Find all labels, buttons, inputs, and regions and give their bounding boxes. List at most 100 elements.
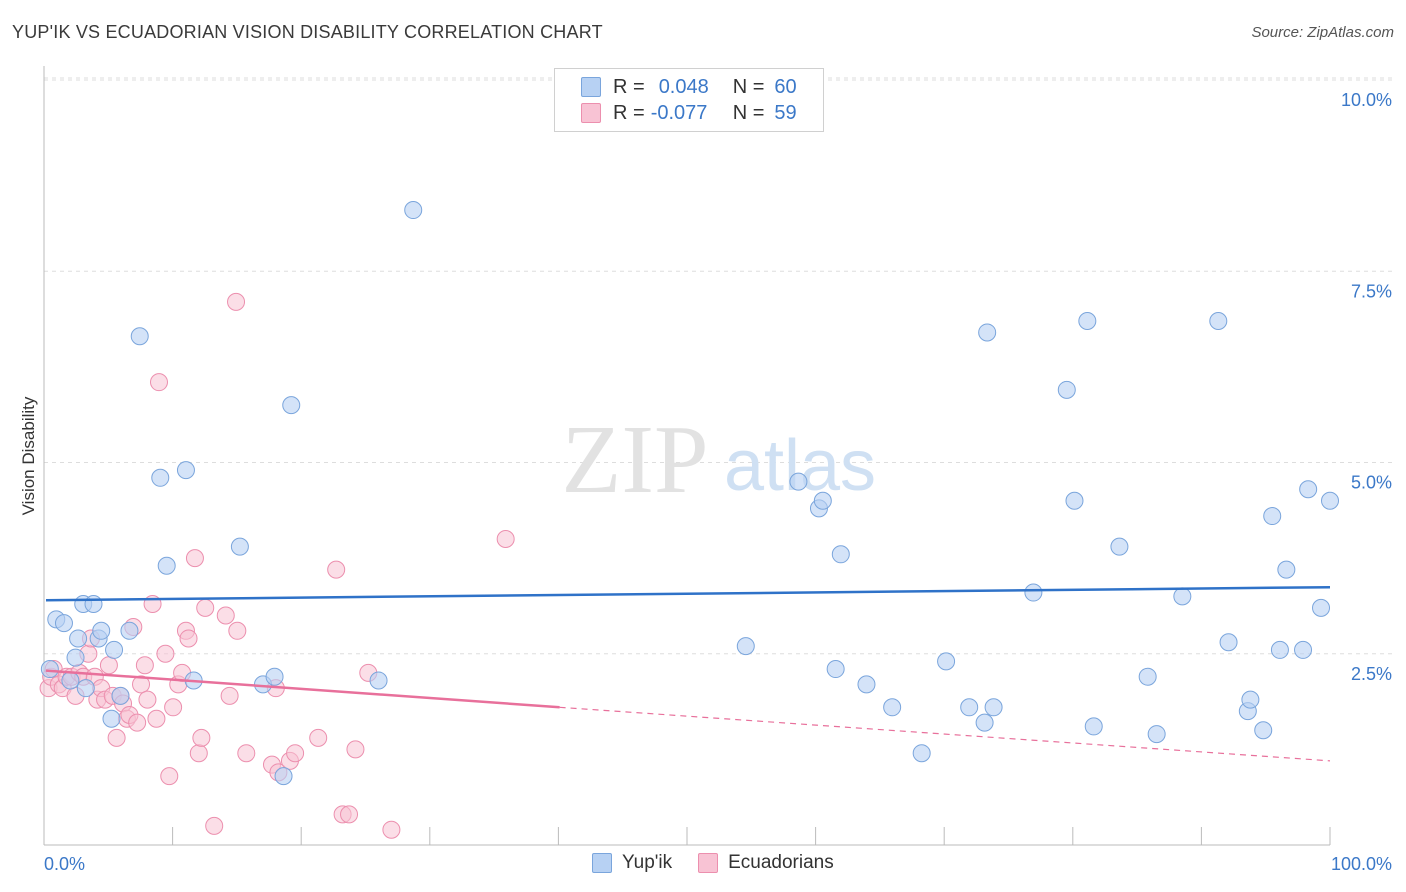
x-tick-label: 100.0%	[1331, 854, 1392, 874]
yupik-point	[1065, 491, 1084, 510]
ecuadorians-point	[205, 816, 224, 835]
yupik-point	[1078, 311, 1097, 330]
yupik-point	[66, 648, 85, 667]
trend-lines	[45, 585, 1331, 762]
legend-item-label: Yup'ik	[622, 852, 673, 873]
legend-item-yupik[interactable]: Yup'ik	[592, 852, 672, 874]
yupik-point	[1277, 560, 1296, 579]
n-value: 59	[774, 101, 797, 124]
yupik-point	[857, 675, 876, 694]
yupik-point	[1110, 537, 1129, 556]
ecuadorians-point	[346, 740, 365, 759]
yupik-point	[813, 491, 832, 510]
yupik-point	[151, 468, 170, 487]
ecuadorians-point	[99, 656, 118, 675]
yupik-point	[1312, 598, 1331, 617]
ecuadorians-point	[496, 530, 515, 548]
ecuadorians-point	[340, 805, 359, 824]
yupik-point	[1147, 725, 1166, 744]
y-tick-label: 7.5%	[1351, 281, 1392, 301]
ecuadorians-trend-extension	[559, 706, 1331, 762]
source-label: Source: ZipAtlas.com	[1251, 24, 1394, 41]
ecuadorians-point	[220, 686, 239, 705]
yupik-point	[736, 637, 755, 656]
y-axis-label: Vision Disability	[19, 396, 38, 515]
r-value: 0.048	[658, 75, 709, 98]
legend-row-ecuadorians: R = -0.077 N = 59	[581, 101, 797, 125]
yupik-point	[1173, 587, 1192, 606]
ecuadorians-point	[237, 744, 256, 763]
watermark: ZIP atlas	[562, 406, 877, 514]
n-label: N =	[732, 101, 765, 124]
yupik-point	[975, 713, 994, 732]
ecuadorians-point	[327, 560, 346, 579]
watermark-atlas: atlas	[724, 426, 876, 506]
n-value: 60	[774, 75, 797, 98]
y-tick-label: 10.0%	[1341, 90, 1392, 110]
correlation-legend: R = 0.048 N = 60 R = -0.077 N = 59	[554, 68, 824, 132]
yupik-point	[831, 545, 850, 564]
yupik-point	[404, 201, 423, 220]
yupik-point	[1219, 633, 1238, 652]
ecuadorians-point	[309, 728, 328, 747]
chart-title: YUP'IK VS ECUADORIAN VISION DISABILITY C…	[12, 22, 603, 42]
y-tick-label: 2.5%	[1351, 664, 1392, 684]
ecuadorians-point	[227, 292, 246, 311]
yupik-legend-swatch	[592, 853, 612, 873]
yupik-point	[282, 396, 301, 415]
tick-labels: 2.5% 5.0% 7.5% 10.0% 0.0% 100.0%	[44, 90, 1392, 874]
axes	[43, 66, 1331, 846]
r-label: R =	[613, 101, 645, 124]
yupik-point	[40, 660, 59, 679]
yupik-point	[1241, 690, 1260, 709]
yupik-point	[61, 671, 80, 690]
yupik-swatch	[581, 77, 601, 97]
grid-lines	[44, 77, 1392, 655]
yupik-point	[1084, 717, 1103, 736]
yupik-point	[1270, 640, 1289, 659]
yupik-point	[978, 323, 997, 342]
yupik-point	[1138, 667, 1157, 686]
yupik-point	[76, 679, 95, 698]
yupik-point	[54, 614, 73, 633]
ecuadorians-point	[189, 744, 208, 763]
yupik-point	[826, 660, 845, 679]
ecuadorians-legend-swatch	[698, 853, 719, 873]
ecuadorians-point	[192, 728, 211, 747]
ecuadorians-point	[216, 606, 235, 625]
yupik-point	[1263, 507, 1282, 526]
x-tick-label: 0.0%	[44, 854, 85, 874]
yupik-point	[102, 709, 121, 728]
yupik-point	[1321, 491, 1339, 510]
yupik-point	[883, 698, 902, 717]
n-label: N =	[732, 75, 765, 98]
ecuadorians-trend-line	[45, 669, 560, 709]
yupik-point	[274, 767, 293, 786]
ecuadorians-point	[286, 744, 305, 763]
ecuadorians-point	[156, 644, 175, 663]
ecuadorians-point	[128, 713, 147, 732]
yupik-point	[92, 621, 111, 640]
yupik-point	[265, 667, 284, 686]
r-label: R =	[613, 75, 645, 98]
yupik-point	[230, 537, 249, 556]
yupik-point	[1024, 583, 1043, 602]
ecuadorians-point	[149, 373, 168, 392]
yupik-point	[1294, 640, 1313, 659]
yupik-point	[369, 671, 388, 690]
ecuadorians-point	[196, 598, 215, 617]
yupik-point	[1057, 380, 1076, 399]
yupik-point	[157, 556, 176, 575]
r-value: -0.077	[650, 101, 708, 124]
ecuadorians-point	[107, 728, 126, 747]
legend-item-ecuadorians[interactable]: Ecuadorians	[698, 852, 834, 874]
yupik-point	[176, 461, 195, 480]
ecuadorians-point	[179, 629, 198, 648]
ecuadorians-point	[160, 767, 179, 786]
ecuadorians-point	[135, 656, 154, 675]
legend-item-label: Ecuadorians	[728, 852, 834, 873]
ecuadorians-point	[132, 675, 151, 694]
yupik-point	[130, 327, 149, 346]
yupik-point	[1254, 721, 1273, 740]
yupik-point	[912, 744, 931, 763]
